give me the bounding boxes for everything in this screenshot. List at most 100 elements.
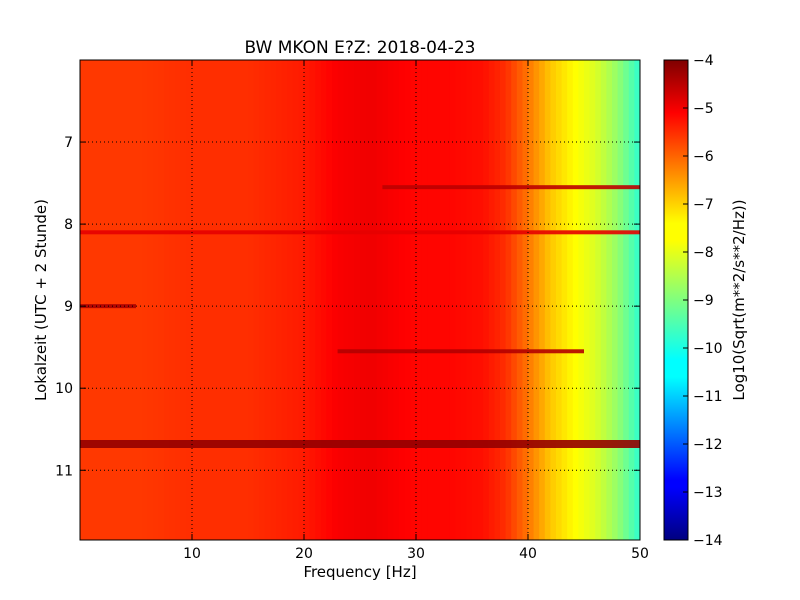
heatmap-cell <box>85 60 92 540</box>
heatmap-cell <box>416 60 423 540</box>
heatmap-cell <box>298 60 305 540</box>
heatmap-cell <box>472 60 479 540</box>
heatmap-cell <box>304 60 311 540</box>
heatmap-cell <box>382 60 389 540</box>
heatmap-band <box>382 185 640 190</box>
plot-frame <box>79 59 641 541</box>
heatmap-cell <box>432 60 439 540</box>
heatmap-cell <box>197 60 204 540</box>
heatmap-cell <box>567 60 574 540</box>
y-tick-label: 8 <box>64 217 73 233</box>
heatmap-cell <box>326 60 333 540</box>
colorbar-tick-label: −8 <box>693 245 714 261</box>
colorbar-tick-label: −5 <box>693 101 714 117</box>
heatmap-cell <box>208 60 215 540</box>
heatmap-cell <box>466 60 473 540</box>
y-tick-label: 7 <box>64 135 73 151</box>
colorbar-tick-label: −12 <box>693 437 723 453</box>
heatmap-cell <box>119 60 126 540</box>
heatmap-cell <box>365 60 372 540</box>
heatmap-cell <box>343 60 350 540</box>
heatmap-cell <box>192 60 199 540</box>
heatmap-cell <box>253 60 260 540</box>
heatmap-cell <box>248 60 255 540</box>
heatmap-cell <box>600 60 607 540</box>
heatmap-cell <box>477 60 484 540</box>
x-tick-label: 50 <box>631 546 649 562</box>
heatmap-cell <box>287 60 294 540</box>
heatmap-cell <box>354 60 361 540</box>
colorbar-tick-label: −11 <box>693 389 723 405</box>
heatmap-cell <box>136 60 143 540</box>
x-tick-label: 20 <box>295 546 313 562</box>
heatmap-cell <box>612 60 619 540</box>
heatmap-cell <box>483 60 490 540</box>
heatmap-cell <box>488 60 495 540</box>
heatmap-cell <box>169 60 176 540</box>
colorbar-tick-label: −7 <box>693 197 714 213</box>
colorbar-tick-label: −13 <box>693 485 723 501</box>
y-tick-label: 10 <box>55 381 73 397</box>
heatmap-cell <box>164 60 171 540</box>
heatmap-band <box>80 230 640 235</box>
heatmap-cell <box>634 60 640 540</box>
heatmap-cell <box>292 60 299 540</box>
heatmap-cell <box>444 60 451 540</box>
heatmap-cell <box>388 60 395 540</box>
heatmap-cell <box>550 60 557 540</box>
heatmap-cell <box>259 60 266 540</box>
heatmap-cell <box>404 60 411 540</box>
heatmap-cell <box>102 60 109 540</box>
heatmap-cell <box>320 60 327 540</box>
heatmap-cell <box>606 60 613 540</box>
heatmap-cell <box>276 60 283 540</box>
colorbar-tick-label: −9 <box>693 293 714 309</box>
heatmap-cell <box>589 60 596 540</box>
heatmap-cell <box>147 60 154 540</box>
heatmap-cell <box>113 60 120 540</box>
heatmap-cell <box>516 60 523 540</box>
heatmap-cell <box>617 60 624 540</box>
heatmap-cell <box>376 60 383 540</box>
heatmap-cell <box>180 60 187 540</box>
heatmap-cell <box>460 60 467 540</box>
colorbar-ticks: −4 −5 −6 −7 −8 −9 −10 −11 −12 −13 −14 <box>683 53 723 549</box>
heatmap-cell <box>500 60 507 540</box>
heatmap-cell <box>186 60 193 540</box>
x-axis-label: Frequency [Hz] <box>303 563 416 581</box>
heatmap-cell <box>449 60 456 540</box>
y-tick-label: 9 <box>64 299 73 315</box>
heatmap-cell <box>175 60 182 540</box>
colorbar-tick-label: −14 <box>693 533 723 549</box>
y-axis-ticks: 7 8 9 10 11 <box>55 135 640 479</box>
heatmap-cell <box>315 60 322 540</box>
x-tick-label: 30 <box>407 546 425 562</box>
heatmap-cell <box>225 60 232 540</box>
chart-title: BW MKON E?Z: 2018-04-23 <box>245 38 476 58</box>
heatmap-cell <box>511 60 518 540</box>
heatmap-band <box>337 349 584 354</box>
heatmap-band <box>80 440 640 448</box>
colorbar-tick-label: −6 <box>693 149 714 165</box>
heatmap-cell <box>399 60 406 540</box>
y-tick-label: 11 <box>55 463 73 479</box>
heatmap-cell <box>427 60 434 540</box>
heatmap-cell <box>528 60 535 540</box>
heatmap-cell <box>533 60 540 540</box>
heatmap-cell <box>494 60 501 540</box>
heatmap-cell <box>309 60 316 540</box>
heatmap-cell <box>455 60 462 540</box>
heatmap-cell <box>80 60 87 540</box>
x-tick-label: 40 <box>519 546 537 562</box>
heatmap-cell <box>264 60 271 540</box>
heatmap-cell <box>141 60 148 540</box>
heatmap-cell <box>556 60 563 540</box>
heatmap-cell <box>522 60 529 540</box>
heatmap-cell <box>623 60 630 540</box>
heatmap-columns <box>80 60 640 540</box>
heatmap-cell <box>628 60 635 540</box>
x-tick-label: 10 <box>183 546 201 562</box>
heatmap-cell <box>539 60 546 540</box>
heatmap-cell <box>578 60 585 540</box>
